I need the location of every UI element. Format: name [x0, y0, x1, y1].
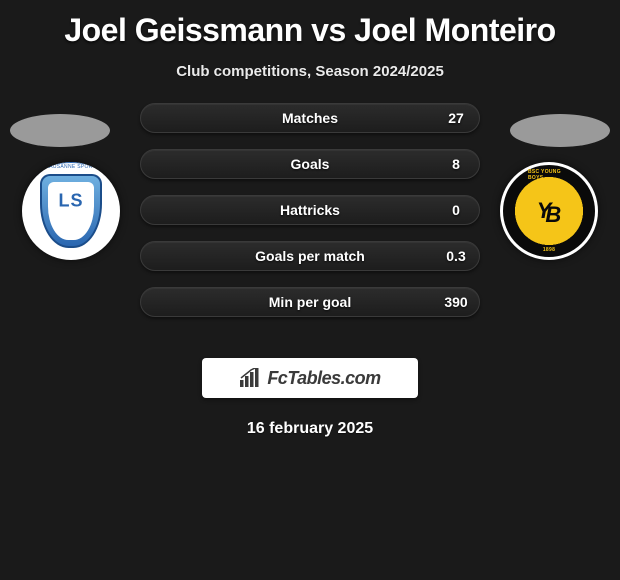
- stat-value-right: 390: [443, 294, 469, 310]
- branding-box: FcTables.com: [202, 358, 418, 398]
- stat-value-right: 0: [443, 202, 469, 218]
- ring-icon: BSC YOUNG BOYS Y B 1898: [503, 165, 595, 257]
- stat-label: Hattricks: [280, 202, 340, 218]
- barchart-icon: [239, 368, 261, 388]
- crest-arc-bot-right: 1898: [543, 247, 555, 253]
- club-crest-right: BSC YOUNG BOYS Y B 1898: [500, 162, 598, 260]
- player-avatar-left: [10, 114, 110, 147]
- stat-row: Hattricks 0: [140, 195, 480, 225]
- stat-label: Goals: [291, 156, 330, 172]
- stat-label: Min per goal: [269, 294, 351, 310]
- stat-value-right: 8: [443, 156, 469, 172]
- player-avatar-right: [510, 114, 610, 147]
- crest-letter-b: B: [545, 202, 561, 228]
- shield-icon: [40, 174, 102, 248]
- stat-row: Matches 27: [140, 103, 480, 133]
- stat-row: Min per goal 390: [140, 287, 480, 317]
- page-subtitle: Club competitions, Season 2024/2025: [0, 63, 620, 80]
- crest-arc-top-right: BSC YOUNG BOYS: [528, 169, 570, 181]
- crest-inner-right: Y B: [520, 182, 578, 240]
- stat-row: Goals 8: [140, 149, 480, 179]
- content-region: LAUSANNE SPORT BSC YOUNG BOYS Y B 1898 M…: [0, 118, 620, 338]
- club-crest-left: LAUSANNE SPORT: [22, 162, 120, 260]
- stat-value-right: 27: [443, 110, 469, 126]
- page-title: Joel Geissmann vs Joel Monteiro: [0, 0, 620, 49]
- stats-table: Matches 27 Goals 8 Hattricks 0 Goals per match…: [140, 103, 480, 333]
- stat-label: Matches: [282, 110, 338, 126]
- stat-value-right: 0.3: [443, 248, 469, 264]
- stat-label: Goals per match: [255, 248, 365, 264]
- branding-text: FcTables.com: [267, 368, 380, 389]
- footer-date: 16 february 2025: [0, 420, 620, 438]
- stat-row: Goals per match 0.3: [140, 241, 480, 271]
